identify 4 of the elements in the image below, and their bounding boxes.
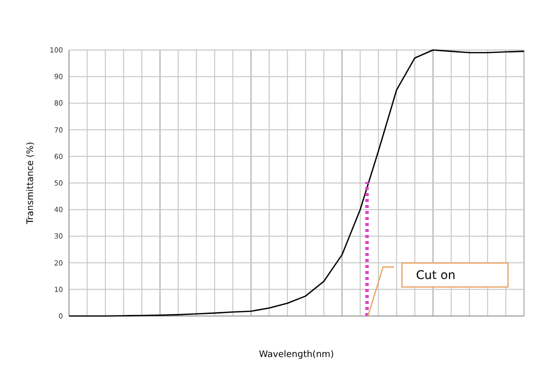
annotation: Cut on bbox=[416, 268, 456, 282]
y-axis-title: Transmittance (%) bbox=[26, 142, 36, 226]
x-axis-title: Wavelength(nm) bbox=[259, 350, 334, 360]
line-series bbox=[68, 49, 525, 317]
